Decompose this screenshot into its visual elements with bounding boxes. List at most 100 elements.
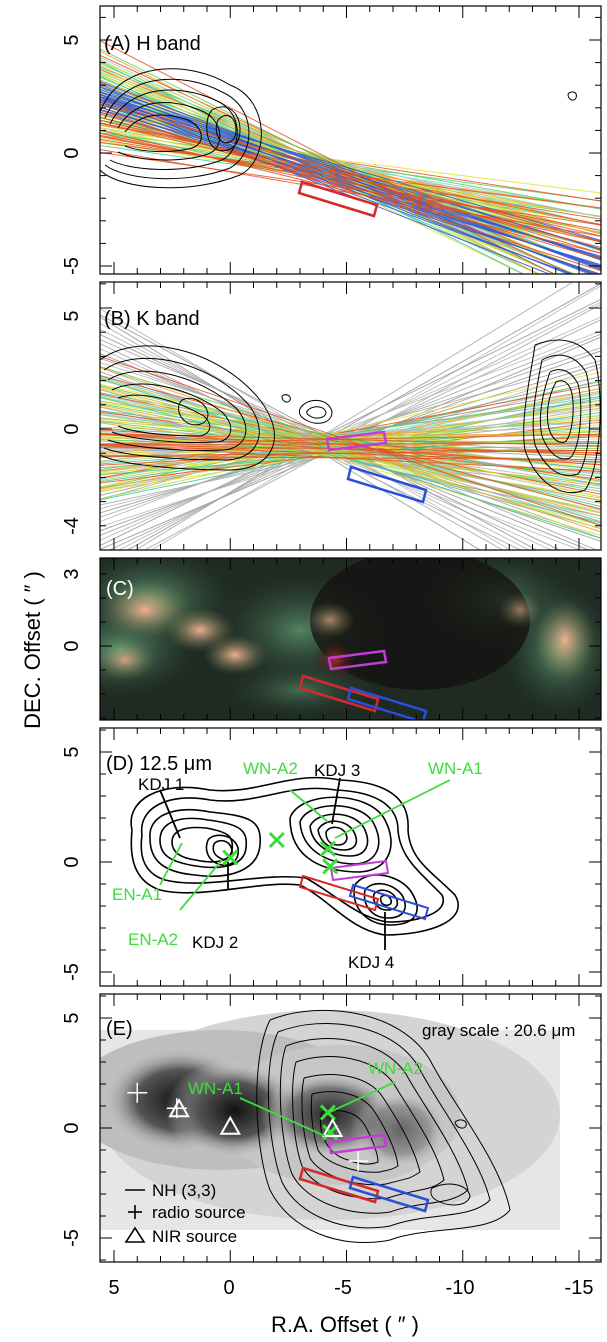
panel-a-blue-vector	[100, 89, 601, 270]
panel-a-red-vector	[100, 103, 601, 243]
label-en-a1: EN-A1	[112, 885, 162, 904]
panel-c-image	[100, 558, 601, 720]
legend-plus-symbol	[128, 1205, 142, 1219]
panel-b-vector	[100, 405, 601, 511]
panel-a-blue-vector	[100, 86, 601, 261]
panel-e-markers	[127, 1082, 369, 1171]
panel-a-vector	[100, 66, 601, 270]
panel-b-ytick-minus4: -4	[61, 517, 83, 535]
panel-c-boxes	[298, 649, 428, 720]
x-axis-label: R.A. Offset ( ″ )	[271, 1312, 419, 1337]
panel-b-blue-box	[346, 465, 428, 504]
panel-d-ytick-minus5: -5	[61, 963, 83, 981]
panel-b-k-band: (B) K band 5 0 -4	[61, 281, 602, 551]
panel-a-ytick-minus5: -5	[61, 257, 83, 275]
panel-a-axis-ticks	[100, 6, 601, 274]
panel-a-h-band: (A) H band 5 0 -5	[61, 5, 602, 275]
panel-b-vector	[100, 355, 601, 526]
label-wn-a1-d: WN-A1	[428, 759, 483, 778]
panel-a-blue-vector	[100, 99, 598, 274]
panel-a-ytick-0: 0	[61, 147, 83, 158]
panel-b-red-vector	[100, 444, 601, 454]
panel-e-ytick-minus5: -5	[61, 1229, 83, 1247]
panel-e-20um: (E) gray scale : 20.6 μm WN-A1 WN-A2 NH …	[61, 993, 602, 1263]
legend-nh3: NH (3,3)	[152, 1181, 216, 1200]
label-kdj1: KDJ 1	[138, 775, 184, 794]
panel-a-vector	[100, 76, 596, 274]
panel-b-vector	[100, 388, 601, 536]
panel-b-red-vector	[100, 455, 601, 461]
panel-a-red-vector	[100, 113, 601, 260]
panel-d-marker-en-a1	[268, 831, 285, 849]
panel-a-polarization-vectors	[100, 40, 601, 274]
label-kdj3: KDJ 3	[314, 761, 360, 780]
panel-e-ytick-0: 0	[61, 1122, 83, 1133]
panel-e-nh3-contours	[256, 1009, 511, 1244]
panel-a-red-vector	[100, 132, 601, 243]
panel-e-leader-lines	[239, 1081, 396, 1137]
panel-a-red-vector	[100, 148, 601, 237]
panel-a-blue-vector	[100, 108, 601, 257]
label-wn-a2-e: WN-A2	[368, 1059, 423, 1078]
panel-a-red-vector	[100, 135, 601, 231]
panel-a-red-vector	[100, 129, 601, 254]
label-kdj4: KDJ 4	[348, 953, 394, 972]
panel-b-vector	[100, 377, 601, 530]
panel-a-red-vector	[100, 122, 601, 226]
panel-b-vector	[100, 394, 601, 505]
panel-a-title: (A) H band	[104, 33, 201, 55]
panel-e-title: (E)	[106, 1018, 133, 1040]
panel-b-red-vector	[100, 444, 601, 463]
panel-a-blue-vector	[100, 96, 551, 274]
panel-b-ytick-5: 5	[61, 310, 83, 321]
panel-d-boxes	[298, 859, 430, 921]
panel-e-ytick-5: 5	[61, 1012, 83, 1023]
panel-a-red-vector	[100, 138, 601, 220]
label-kdj2: KDJ 2	[192, 933, 238, 952]
panel-b-vector	[100, 374, 601, 510]
panel-d-marker-wn-a1	[322, 858, 339, 875]
panel-d-ytick-5: 5	[61, 746, 83, 757]
panel-b-red-vector	[100, 433, 601, 447]
panel-d-contours	[130, 776, 459, 936]
panel-a-ytick-5: 5	[61, 34, 83, 45]
panel-b-title: (B) K band	[104, 308, 200, 330]
label-wn-a1-e: WN-A1	[188, 1079, 243, 1098]
panel-e-grayscale-image	[100, 1010, 560, 1230]
panel-b-vector	[100, 378, 601, 540]
panel-a-vector	[100, 40, 555, 274]
panel-d-marker-en-a2	[222, 849, 239, 866]
nir-source-triangle	[219, 1115, 241, 1135]
legend-nir: NIR source	[152, 1227, 237, 1246]
panel-a-blue-vector	[100, 93, 601, 260]
panel-d-leader-lines	[159, 777, 451, 950]
panel-a-red-vector	[100, 119, 601, 237]
legend-triangle-symbol	[124, 1226, 146, 1243]
x-tick-minus5: -5	[334, 1277, 352, 1299]
panel-e-boxes	[298, 1133, 430, 1213]
panel-d-marker-wn-a2	[319, 840, 336, 857]
panel-a-blue-vector	[100, 91, 594, 274]
panel-a-blue-vector	[100, 111, 601, 266]
panel-d-12um: (D) 12.5 μm KDJ 1 KDJ 2 KDJ 3 KDJ 4 EN-A…	[61, 727, 602, 987]
legend-radio: radio source	[152, 1203, 246, 1222]
panel-a-blue-vector	[100, 81, 601, 271]
x-tick-0: 0	[223, 1277, 234, 1299]
panel-c-axis-ticks	[100, 558, 601, 720]
panel-b-red-vector	[100, 442, 601, 446]
panel-e-marker-wn-a1	[322, 1124, 339, 1141]
panel-a-blue-vector	[100, 96, 601, 268]
panel-a-intensity-contours	[100, 68, 577, 189]
panel-a-blue-vector	[100, 91, 601, 251]
x-tick-minus15: -15	[565, 1277, 594, 1299]
panel-e-axis-ticks	[100, 994, 601, 1262]
panel-a-vector	[100, 60, 592, 274]
panel-e-legend: NH (3,3) radio source NIR source	[124, 1181, 246, 1246]
panel-c-title: (C)	[106, 578, 134, 600]
panel-d-ytick-0: 0	[61, 856, 83, 867]
panel-b-boxes	[325, 430, 428, 504]
panel-a-red-vector	[100, 141, 601, 209]
panel-b-magenta-box	[325, 430, 388, 452]
panel-b-red-vector	[100, 449, 601, 457]
